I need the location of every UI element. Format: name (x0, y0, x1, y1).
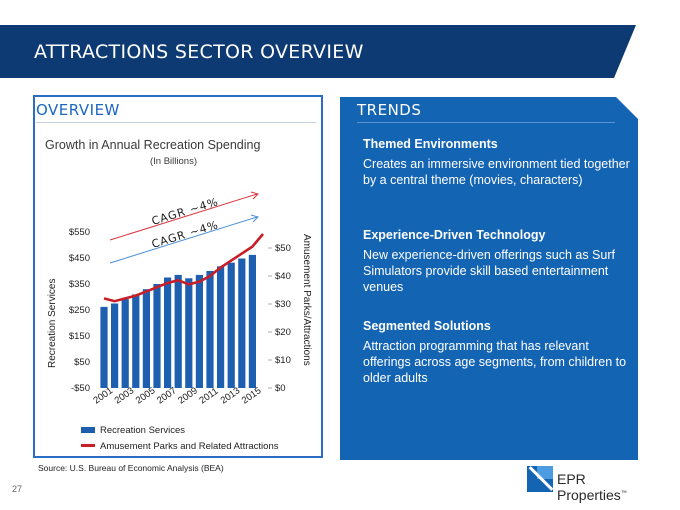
x-tick-label: 2011 (197, 386, 220, 407)
cagr-arrow-blue (109, 216, 258, 264)
y-tick-label: $450 (69, 253, 90, 264)
y2-tick-label: $30 (275, 299, 291, 310)
bar-2013 (227, 262, 235, 388)
y2-tick-label: $20 (275, 327, 291, 338)
cagr-arrow-red (109, 193, 258, 241)
bar-2011 (206, 271, 214, 388)
y2-tick-label: $40 (275, 271, 291, 282)
y-tick-label: $150 (69, 331, 90, 342)
bar-2007 (164, 277, 172, 388)
page-title: ATTRACTIONS SECTOR OVERVIEW (34, 41, 364, 63)
x-tick-label: 2013 (219, 385, 243, 406)
trend-body: New experience-driven offerings such as … (363, 248, 615, 294)
bar-2004 (132, 294, 140, 388)
trends-panel (340, 97, 638, 460)
arrowhead-icon (250, 191, 259, 200)
chart-title: Growth in Annual Recreation Spending (45, 138, 260, 152)
bar-2006 (153, 284, 161, 388)
trend-item-technology: Experience-Driven Technology New experie… (363, 228, 633, 295)
legend-label-recreation: Recreation Services (100, 425, 185, 436)
x-tick-label: 2015 (240, 385, 264, 406)
trend-body: Creates an immersive environment tied to… (363, 157, 630, 187)
y2-tick-label: $10 (275, 355, 291, 366)
bar-2002 (111, 303, 119, 388)
legend-swatch-line (81, 444, 95, 447)
bar-2015 (248, 254, 256, 388)
source-note: Source: U.S. Bureau of Economic Analysis… (38, 463, 224, 473)
overview-heading: OVERVIEW (36, 101, 120, 119)
epr-logo-mark-icon (527, 466, 554, 492)
trend-body: Attraction programming that has relevant… (363, 339, 627, 385)
y-tick-label: $50 (74, 357, 90, 368)
bar-2010 (195, 274, 203, 388)
legend-label-amusement: Amusement Parks and Related Attractions (100, 441, 279, 452)
x-tick-label: 2001 (91, 385, 115, 406)
chart-subtitle: (In Billions) (150, 156, 197, 167)
overview-divider (36, 122, 316, 123)
y2-axis-label: Amusement Parks/Attractions (301, 234, 312, 366)
y2-tick-label: $50 (275, 243, 291, 254)
x-tick-label: 2003 (113, 385, 137, 406)
arrowhead-icon (250, 214, 259, 223)
y-tick-label: $250 (69, 305, 90, 316)
trend-item-segmented: Segmented Solutions Attraction programmi… (363, 319, 633, 386)
x-tick-label: 2009 (176, 385, 200, 406)
bar-2009 (185, 278, 193, 388)
title-bar: ATTRACTIONS SECTOR OVERVIEW (0, 25, 636, 78)
bar-2001 (100, 306, 108, 388)
trend-head: Segmented Solutions (363, 319, 491, 333)
epr-logo: EPR Properties™ (527, 466, 657, 503)
trend-head: Experience-Driven Technology (363, 228, 546, 242)
page-number: 27 (12, 484, 23, 494)
trend-item-themed: Themed Environments Creates an immersive… (363, 137, 633, 188)
y-tick-label: -$50 (71, 383, 90, 394)
x-tick-label: 2005 (134, 385, 158, 406)
bar-2014 (238, 258, 246, 388)
bar-2003 (121, 299, 129, 388)
trends-heading: TRENDS (357, 101, 422, 119)
trends-divider (357, 122, 615, 123)
epr-logo-wordmark: EPR Properties™ (557, 471, 627, 503)
y-tick-label: $550 (69, 227, 90, 238)
bar-2005 (142, 289, 150, 388)
y-axis-label: Recreation Services (47, 279, 58, 368)
trend-head: Themed Environments (363, 137, 498, 151)
y-tick-label: $350 (69, 279, 90, 290)
x-tick-label: 2007 (155, 385, 179, 406)
legend-swatch-bar (81, 427, 95, 433)
amusement-line (103, 233, 264, 303)
bar-2008 (174, 274, 182, 388)
y2-tick-label: $0 (275, 383, 286, 394)
bar-2012 (217, 266, 225, 388)
